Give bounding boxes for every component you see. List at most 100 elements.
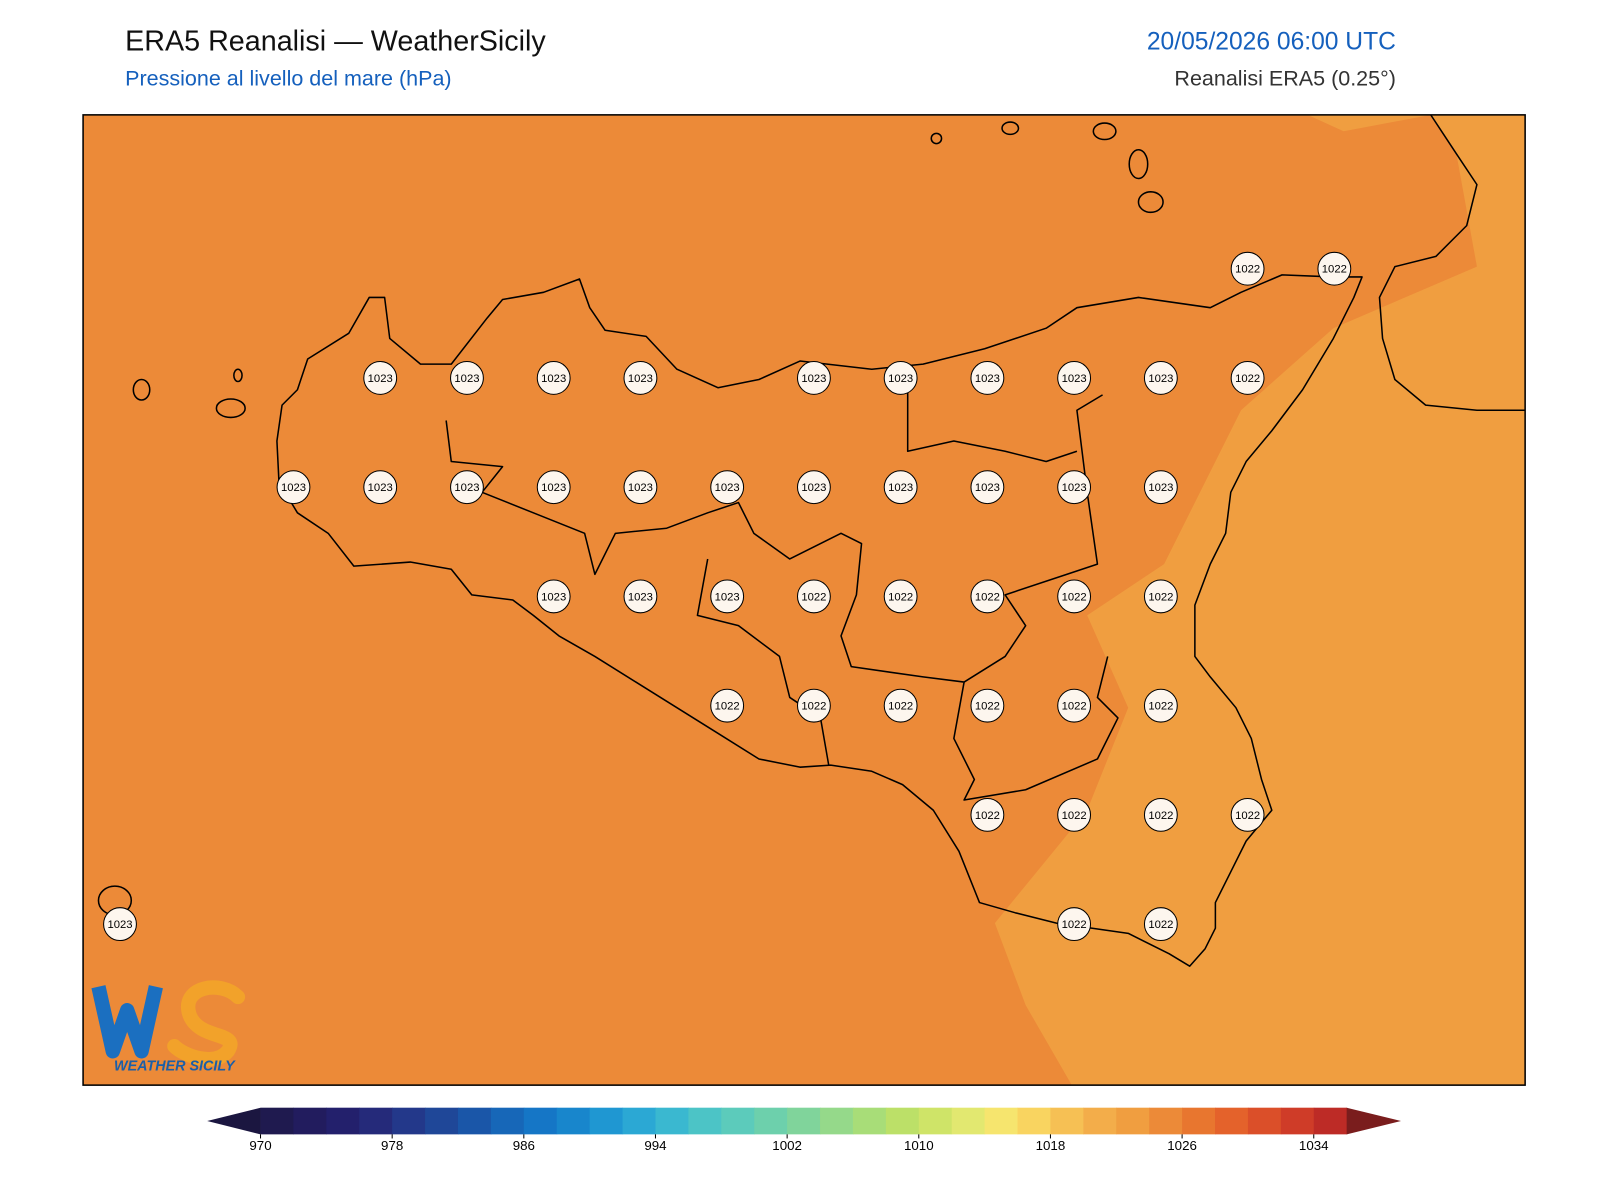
colorbar-tick-label: 978 — [381, 1138, 403, 1153]
colorbar-tick-label: 986 — [513, 1138, 535, 1153]
station-marker — [883, 470, 918, 505]
station-value: 1023 — [1062, 482, 1087, 494]
station-marker — [450, 470, 484, 505]
colorbar-segment — [885, 1107, 920, 1135]
station-value: 1023 — [368, 482, 393, 494]
station-value: 1023 — [715, 591, 740, 603]
station-marker — [450, 361, 484, 395]
colorbar-tick-label: 1002 — [772, 1138, 802, 1153]
station-marker — [1057, 797, 1092, 832]
station-value: 1022 — [715, 701, 740, 713]
logo-s — [167, 980, 246, 1067]
station-value: 1022 — [1148, 591, 1173, 603]
station-value: 1023 — [801, 373, 826, 385]
station-value: 1023 — [541, 591, 566, 603]
title: ERA5 Reanalisi — WeatherSicily — [125, 26, 546, 58]
station-marker — [1057, 361, 1092, 395]
colorbar-segment — [1247, 1107, 1282, 1135]
station-marker — [710, 470, 745, 505]
logo-text: WEATHER SICILY — [114, 1058, 236, 1074]
station-value: 1022 — [1062, 810, 1087, 822]
colorbar-segment — [721, 1107, 755, 1135]
colorbar-segment — [622, 1107, 656, 1135]
colorbar-segment — [392, 1107, 426, 1135]
station-value: 1023 — [975, 373, 1000, 385]
colorbar-segment — [787, 1107, 821, 1135]
colorbar-segment — [326, 1107, 360, 1135]
source: Reanalisi ERA5 (0.25°) — [1174, 67, 1395, 91]
colorbar-segment — [589, 1107, 624, 1135]
station-marker — [796, 470, 831, 505]
station-value: 1023 — [801, 482, 826, 494]
subtitle: Pressione al livello del mare (hPa) — [125, 67, 451, 91]
colorbar-tick-label: 1034 — [1299, 1138, 1329, 1153]
station-marker — [1143, 797, 1178, 832]
station-marker — [1057, 470, 1092, 505]
station-marker — [1143, 907, 1178, 942]
station-marker — [276, 470, 311, 505]
colorbar-segment — [820, 1107, 854, 1135]
station-marker — [970, 688, 1005, 723]
station-value: 1022 — [801, 701, 826, 713]
station-value: 1022 — [1148, 810, 1173, 822]
colorbar-segment — [293, 1107, 327, 1135]
colorbar-tick-label: 994 — [644, 1138, 667, 1153]
station-marker — [796, 361, 831, 395]
station-value: 1022 — [1322, 264, 1347, 276]
station-value: 1023 — [281, 482, 306, 494]
station-value: 1023 — [368, 373, 393, 385]
station-marker — [710, 688, 745, 723]
station-marker — [1143, 688, 1178, 723]
station-value: 1023 — [975, 482, 1000, 494]
colorbar-segment — [754, 1107, 788, 1135]
colorbar-segment — [1050, 1107, 1084, 1135]
station-marker — [536, 470, 571, 505]
colorbar-segment — [1116, 1107, 1150, 1135]
colorbar-tick-label: 1018 — [1036, 1138, 1066, 1153]
colorbar-segment — [1182, 1107, 1216, 1135]
colorbar-tick-label: 1010 — [904, 1138, 934, 1153]
station-marker — [363, 470, 398, 505]
station-value: 1022 — [801, 591, 826, 603]
station-value: 1023 — [628, 482, 653, 494]
colorbar-segment — [1215, 1107, 1249, 1135]
station-marker — [1057, 579, 1092, 614]
station-marker — [1230, 797, 1265, 832]
station-value: 1022 — [975, 810, 1000, 822]
station-value: 1022 — [975, 701, 1000, 713]
station-marker — [1143, 470, 1178, 505]
station-value: 1023 — [888, 482, 913, 494]
map: 1022 1022 1023 1023 1023 1023 1023 1023 1023 1023… — [82, 114, 1526, 1086]
colorbar-tick-label: 1026 — [1167, 1138, 1197, 1153]
station-value: 1022 — [1235, 264, 1260, 276]
station-value: 1023 — [454, 373, 479, 385]
colorbar-segment — [852, 1107, 887, 1135]
station-marker — [1057, 688, 1092, 723]
station-marker — [536, 361, 571, 395]
colorbar-extend-high — [1346, 1107, 1402, 1135]
colorbar-segment — [523, 1107, 558, 1135]
station-marker — [363, 361, 398, 395]
colorbar-segment — [984, 1107, 1019, 1135]
station-value: 1022 — [1148, 919, 1173, 931]
station-marker — [883, 579, 918, 614]
station-value: 1023 — [541, 373, 566, 385]
station-marker — [623, 579, 658, 614]
coastline-sicily — [276, 274, 1363, 967]
station-value: 1023 — [715, 482, 740, 494]
colorbar-segment — [1017, 1107, 1051, 1135]
station-value: 1023 — [628, 373, 653, 385]
station-marker — [1230, 251, 1265, 286]
station-value: 1023 — [107, 919, 132, 931]
station-value: 1023 — [1148, 373, 1173, 385]
colorbar-segment — [1149, 1107, 1183, 1135]
colorbar-tick-label: 970 — [249, 1138, 271, 1153]
station-marker — [970, 470, 1005, 505]
colorbar-segment — [425, 1107, 459, 1135]
colorbar-segment — [655, 1107, 689, 1135]
station-marker — [623, 361, 658, 395]
station-value: 1023 — [454, 482, 479, 494]
station-value: 1023 — [888, 373, 913, 385]
station-marker — [883, 361, 918, 395]
